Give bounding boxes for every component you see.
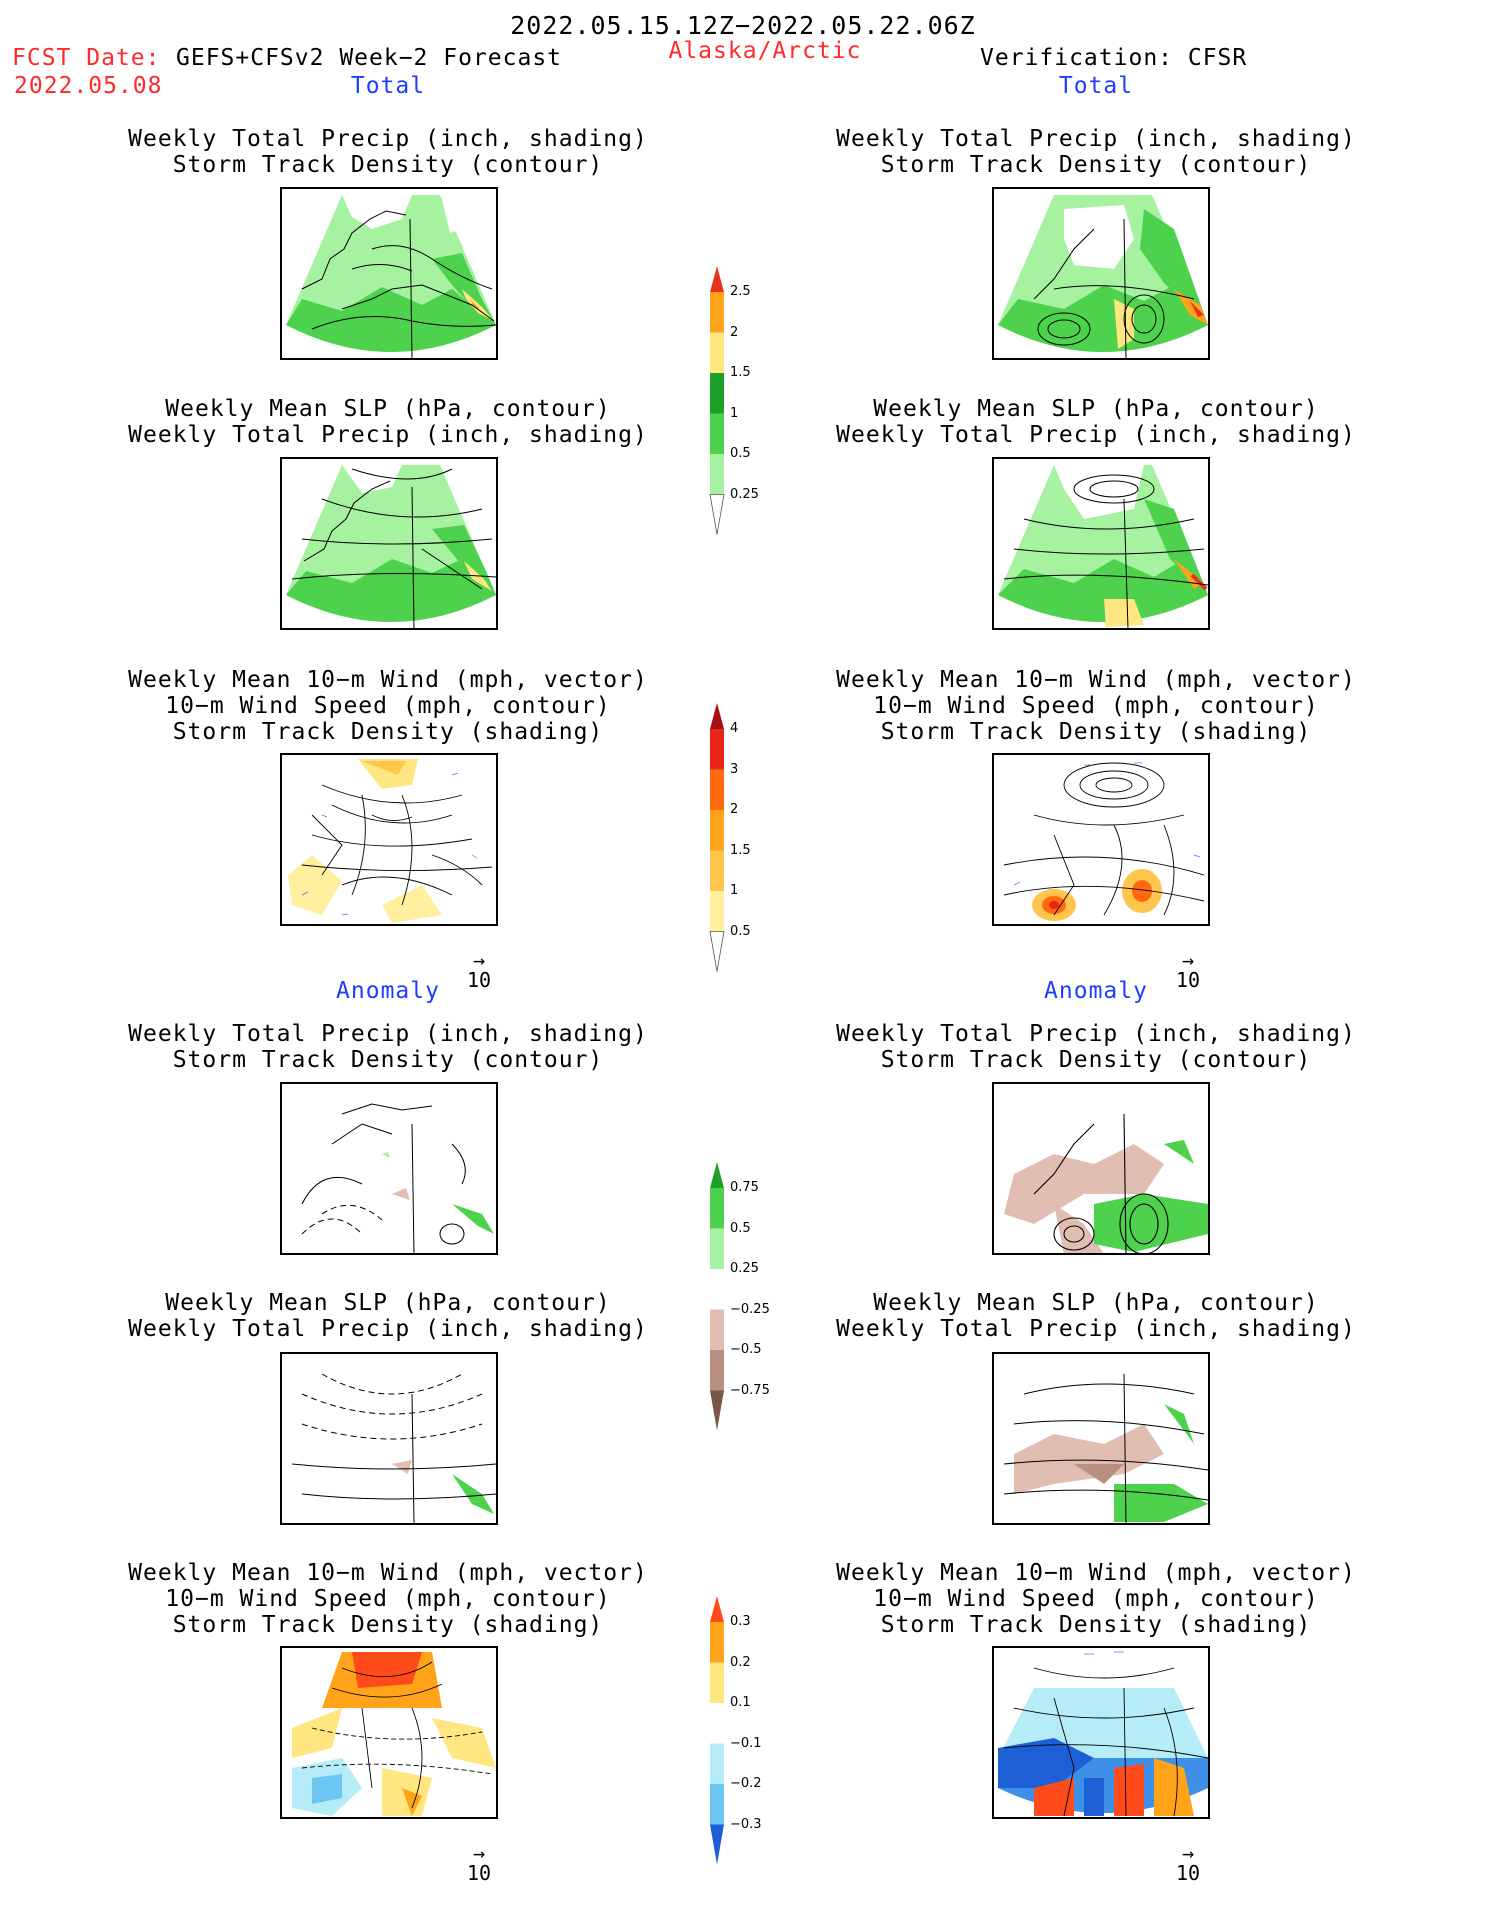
colorbar-top-triangle xyxy=(710,703,724,729)
colorbar-segment xyxy=(710,850,724,891)
colorbar-segment xyxy=(710,769,724,810)
colorbar-label: 0.3 xyxy=(730,1614,751,1629)
region-label: Alaska/Arctic xyxy=(668,38,862,64)
colorbar-segment xyxy=(710,1350,724,1391)
title-obs-anom-precip: Weekly Total Precip (inch, shading) Storm… xyxy=(836,1021,1356,1073)
colorbar-label: 1.5 xyxy=(730,842,751,858)
map-obs-total-precip-storm xyxy=(992,187,1210,360)
colorbar-top-triangle xyxy=(710,266,724,292)
colorbar-label: 2.5 xyxy=(730,284,751,299)
section-anomaly-left: Anomaly xyxy=(336,978,440,1004)
colorbar-bottom-triangle xyxy=(710,1390,724,1431)
map-fcst-anom-slp-precip xyxy=(280,1352,498,1525)
title-fcst-anom-wind: Weekly Mean 10−m Wind (mph, vector) 10−m … xyxy=(128,1560,648,1638)
title-obs-total-precip: Weekly Total Precip (inch, shading) Storm… xyxy=(836,126,1356,178)
colorbar-bottom-triangle xyxy=(709,494,725,535)
colorbar-label: 0.25 xyxy=(730,486,759,502)
colorbar-segment xyxy=(710,1269,724,1310)
title-fcst-anom-precip: Weekly Total Precip (inch, shading) Storm… xyxy=(128,1021,648,1073)
colorbar-total-precip: 2.5 2 1.5 1 0.5 0.25 xyxy=(708,266,778,556)
colorbar-graphic xyxy=(710,1596,724,1865)
colorbar-segment xyxy=(710,1228,724,1269)
map-fcst-total-precip-storm xyxy=(280,187,498,360)
colorbar-segment xyxy=(710,454,724,495)
colorbar-label: 0.2 xyxy=(730,1654,751,1670)
vector-ref-obs-anom: → 10 xyxy=(1175,1841,1201,1885)
colorbar-segment xyxy=(710,810,724,851)
colorbar-label: 0.5 xyxy=(730,446,751,461)
colorbar-anomaly-storm-density: 0.3 0.2 0.1 −0.1 −0.2 −0.3 xyxy=(708,1596,778,1886)
title-fcst-anom-slp: Weekly Mean SLP (hPa, contour) Weekly Tot… xyxy=(128,1290,648,1342)
colorbar-label: 0.1 xyxy=(730,1695,751,1710)
forecast-period: 2022.05.15.12Z−2022.05.22.06Z xyxy=(510,11,976,40)
map-obs-anom-precip-storm xyxy=(992,1082,1210,1255)
map-fcst-anom-precip-storm xyxy=(280,1082,498,1255)
colorbar-graphic xyxy=(709,703,725,972)
colorbar-label: 0.25 xyxy=(730,1261,759,1276)
colorbar-label: −0.75 xyxy=(730,1382,770,1398)
colorbar-top-triangle xyxy=(710,1162,724,1188)
verification-label: Verification: CFSR xyxy=(980,45,1248,71)
colorbar-label: 1 xyxy=(730,405,739,421)
colorbar-segment xyxy=(710,1784,724,1825)
map-fcst-total-slp-precip xyxy=(280,457,498,630)
map-obs-total-slp-precip xyxy=(992,457,1210,630)
colorbar-label: −0.1 xyxy=(730,1735,762,1751)
colorbar-label: −0.5 xyxy=(730,1342,762,1357)
title-obs-anom-slp: Weekly Mean SLP (hPa, contour) Weekly Tot… xyxy=(836,1290,1356,1342)
vector-ref-fcst-total: → 10 xyxy=(466,948,492,992)
colorbar-segment xyxy=(710,1743,724,1784)
colorbar-label: −0.3 xyxy=(730,1816,762,1832)
colorbar-segment xyxy=(710,332,724,373)
model-name: GEFS+CFSv2 Week−2 Forecast xyxy=(176,45,563,71)
colorbar-label: 0.5 xyxy=(730,1220,751,1236)
map-obs-anom-slp-precip xyxy=(992,1352,1210,1525)
title-obs-total-wind: Weekly Mean 10−m Wind (mph, vector) 10−m … xyxy=(836,667,1356,745)
colorbar-bottom-triangle xyxy=(710,1824,724,1865)
colorbar-label: 1.5 xyxy=(730,365,751,380)
colorbar-segment xyxy=(710,729,724,770)
colorbar-segment xyxy=(710,413,724,454)
colorbar-anomaly-precip: 0.75 0.5 0.25 −0.25 −0.5 −0.75 xyxy=(708,1162,778,1452)
colorbar-label: 1 xyxy=(730,883,739,898)
colorbar-segment xyxy=(710,1662,724,1703)
colorbar-label: 4 xyxy=(730,721,739,736)
title-fcst-total-precip: Weekly Total Precip (inch, shading) Storm… xyxy=(128,126,648,178)
section-anomaly-right: Anomaly xyxy=(1044,978,1148,1004)
title-fcst-total-slp: Weekly Mean SLP (hPa, contour) Weekly Tot… xyxy=(128,396,648,448)
vector-ref-fcst-anom: → 10 xyxy=(466,1841,492,1885)
colorbar-segment xyxy=(710,1188,724,1229)
fcst-date-label: FCST Date: xyxy=(12,45,161,71)
colorbar-label: 0.5 xyxy=(730,923,751,939)
map-obs-anom-wind-storm xyxy=(992,1646,1210,1819)
title-obs-total-slp: Weekly Mean SLP (hPa, contour) Weekly Tot… xyxy=(836,396,1356,448)
colorbar-bottom-triangle xyxy=(709,931,725,972)
map-obs-total-wind-storm xyxy=(992,753,1210,926)
colorbar-label: 3 xyxy=(730,761,739,777)
colorbar-label: 2 xyxy=(730,802,739,817)
colorbar-segment xyxy=(710,1622,724,1663)
colorbar-label: −0.25 xyxy=(730,1301,770,1317)
colorbar-label: 2 xyxy=(730,324,739,340)
title-fcst-total-wind: Weekly Mean 10−m Wind (mph, vector) 10−m … xyxy=(128,667,648,745)
colorbar-segment xyxy=(710,292,724,333)
map-fcst-total-wind-storm xyxy=(280,753,498,926)
colorbar-segment xyxy=(710,1703,724,1744)
section-total-left: Total xyxy=(350,73,426,99)
colorbar-graphic xyxy=(709,266,725,535)
colorbar-label: 0.75 xyxy=(730,1180,759,1195)
colorbar-top-triangle xyxy=(710,1596,724,1622)
section-total-right: Total xyxy=(1058,73,1134,99)
colorbar-label: −0.2 xyxy=(730,1776,762,1791)
title-obs-anom-wind: Weekly Mean 10−m Wind (mph, vector) 10−m … xyxy=(836,1560,1356,1638)
vector-ref-obs-total: → 10 xyxy=(1175,948,1201,992)
colorbar-segment xyxy=(710,373,724,414)
colorbar-total-storm-density: 4 3 2 1.5 1 0.5 xyxy=(708,703,778,993)
colorbar-segment xyxy=(710,1309,724,1350)
colorbar-graphic xyxy=(710,1162,724,1431)
colorbar-segment xyxy=(710,891,724,932)
map-fcst-anom-wind-storm xyxy=(280,1646,498,1819)
fcst-date: 2022.05.08 xyxy=(14,73,163,99)
